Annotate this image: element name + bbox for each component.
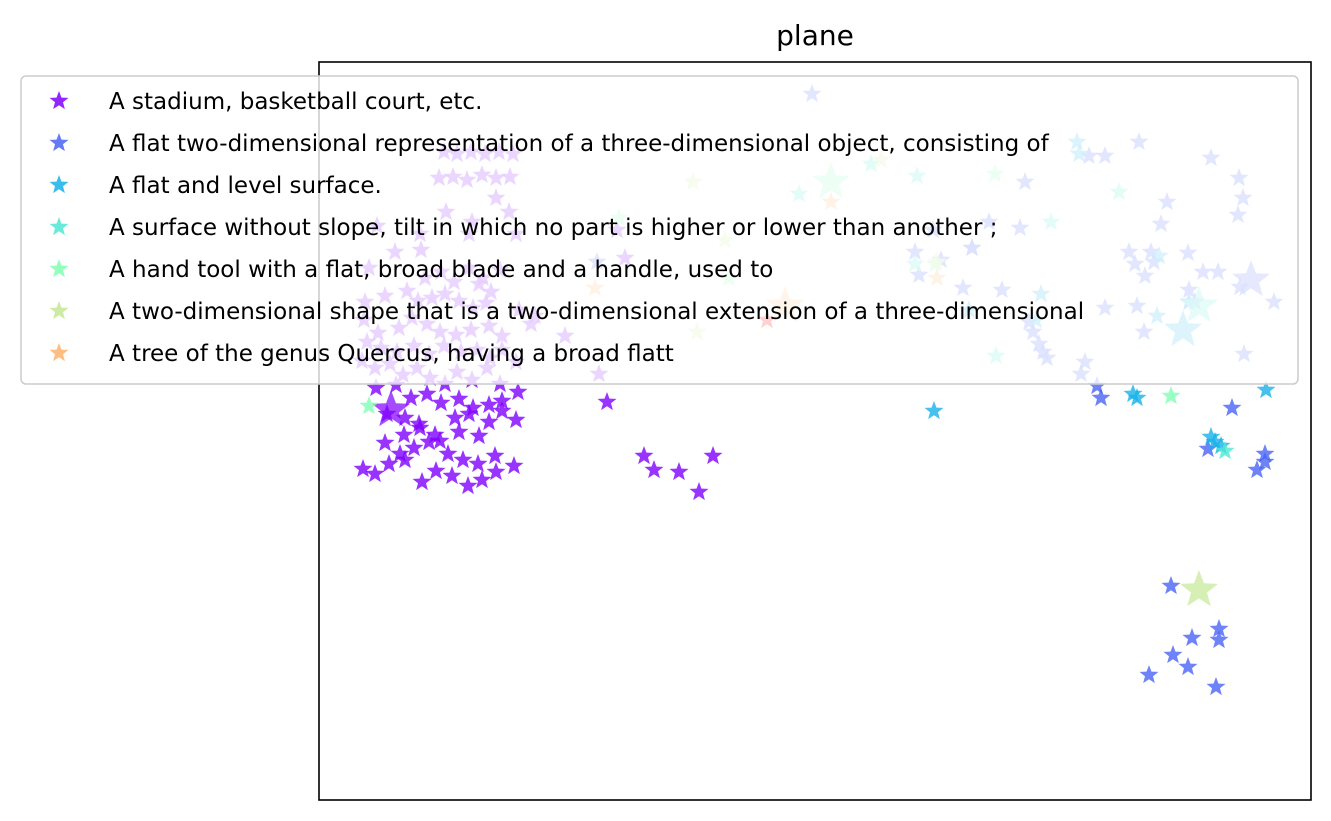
scatter-point-s0-p108 <box>426 461 446 480</box>
scatter-point-s0-p114 <box>634 446 654 465</box>
scatter-point-s0-p111 <box>472 470 492 489</box>
legend-label-1: A flat two-dimensional representation of… <box>109 131 1050 157</box>
scatter-point-s2-p11 <box>1201 427 1221 446</box>
scatter-point-s0-p89 <box>506 410 526 429</box>
scatter-point-s0-p92 <box>409 414 429 433</box>
scatter-point-s1-p11 <box>1247 460 1267 479</box>
scatter-point-s2-p7 <box>1211 436 1231 455</box>
scatter-point-s0-p88 <box>492 401 512 420</box>
scatter-point-s2-p10 <box>924 401 944 420</box>
scatter-point-s3-p2 <box>1215 441 1235 460</box>
scatter-point-s4-p1 <box>1161 386 1181 405</box>
scatter-point-s0-p82 <box>395 408 415 427</box>
axes-frame <box>318 61 1312 801</box>
scatter-point-s0-p100 <box>453 450 473 469</box>
scatter-point-s0-p93 <box>430 431 450 450</box>
scatter-point-s0-p97 <box>404 438 424 457</box>
chart-title: plane <box>776 19 854 52</box>
scatter-point-s0-p117 <box>703 446 723 465</box>
scatter-point-s0-p104 <box>365 464 385 483</box>
legend-marker-4 <box>49 259 69 278</box>
legend-label-4: A hand tool with a flat, broad blade and… <box>109 257 773 283</box>
scatter-point-s0-p106 <box>395 450 415 469</box>
scatter-point-s0-p75 <box>417 384 437 403</box>
scatter-point-s0-p76 <box>431 393 451 412</box>
scatter-point-s0-p94 <box>449 422 469 441</box>
scatter-point-s0-p80 <box>492 391 512 410</box>
scatter-point-s1-p34 <box>1206 677 1226 696</box>
scatter-point-s0-p96 <box>390 444 410 463</box>
scatter-point-s0-p113 <box>504 456 524 475</box>
scatter-point-s0-p102 <box>485 446 505 465</box>
scatter-point-s1-p29 <box>1209 619 1229 638</box>
scatter-point-s1-p27 <box>1209 630 1229 649</box>
scatter-big-point-s5-p0 <box>1179 570 1219 607</box>
scatter-point-s1-p33 <box>1163 645 1183 664</box>
scatter-big-point-s0-p0 <box>371 390 411 427</box>
scatter-point-s0-p122 <box>597 392 617 411</box>
scatter-point-s1-p30 <box>1182 628 1202 647</box>
scatter-point-s1-p28 <box>1161 576 1181 595</box>
scatter-point-s0-p112 <box>486 462 506 481</box>
legend-label-3: A surface without slope, tilt in which n… <box>109 215 997 241</box>
scatter-point-s0-p85 <box>445 408 465 427</box>
scatter-point-s0-p84 <box>425 425 445 444</box>
scatter-point-s0-p110 <box>458 476 478 495</box>
legend-marker-0 <box>49 91 69 110</box>
scatter-point-s1-p26 <box>1198 439 1218 458</box>
scatter-point-s1-p10 <box>1222 398 1242 417</box>
scatter-point-s1-p31 <box>1139 665 1159 684</box>
scatter-point-s0-p103 <box>353 459 373 478</box>
scatter-point-s0-p91 <box>394 425 414 444</box>
scatter-point-s0-p78 <box>463 398 483 417</box>
legend-marker-3 <box>49 217 69 236</box>
scatter-point-s0-p87 <box>479 412 499 431</box>
scatter-point-s0-p72 <box>366 378 386 397</box>
scatter-point-s2-p12 <box>1205 432 1225 451</box>
scatter-point-s0-p118 <box>689 482 709 501</box>
scatter-point-s1-p32 <box>1178 657 1198 676</box>
scatter-point-s2-p4 <box>1256 380 1276 399</box>
scatter-point-s0-p107 <box>412 472 432 491</box>
scatter-point-s0-p81 <box>508 382 528 401</box>
scatter-point-s0-p90 <box>375 433 395 452</box>
scatter-point-s1-p25 <box>1255 452 1275 471</box>
scatter-point-s2-p8 <box>1123 384 1143 403</box>
scatter-point-s0-p116 <box>669 462 689 481</box>
scatter-point-s4-p0 <box>359 396 379 415</box>
legend-label-5: A two-dimensional shape that is a two-di… <box>109 299 1084 325</box>
scatter-point-s0-p101 <box>468 454 488 473</box>
scatter-point-s0-p99 <box>438 444 458 463</box>
scatter-point-s0-p77 <box>449 389 469 408</box>
scatter-point-s0-p98 <box>419 432 439 451</box>
scatter-point-s0-p86 <box>459 404 479 423</box>
scatter-point-s1-p15 <box>1091 388 1111 407</box>
scatter-point-s0-p115 <box>644 460 664 479</box>
legend-box <box>20 75 1299 385</box>
legend-marker-1 <box>49 133 69 152</box>
scatter-point-s0-p79 <box>479 395 499 414</box>
scatter-point-s0-p105 <box>379 454 399 473</box>
legend-marker-2 <box>49 175 69 194</box>
legend-marker-5 <box>49 301 69 320</box>
legend-label-6: A tree of the genus Quercus, having a br… <box>109 341 674 367</box>
scatter-point-s2-p13 <box>1127 388 1147 407</box>
legend-label-0: A stadium, basketball court, etc. <box>109 89 482 115</box>
scatter-point-s0-p74 <box>401 388 421 407</box>
legend: A stadium, basketball court, etc. A flat … <box>20 75 1299 385</box>
legend-marker-6 <box>49 343 69 362</box>
scatter-point-s0-p109 <box>442 466 462 485</box>
scatter-point-s1-p14 <box>1087 376 1107 395</box>
scatter-point-s0-p95 <box>469 426 489 445</box>
legend-label-2: A flat and level surface. <box>109 173 382 199</box>
